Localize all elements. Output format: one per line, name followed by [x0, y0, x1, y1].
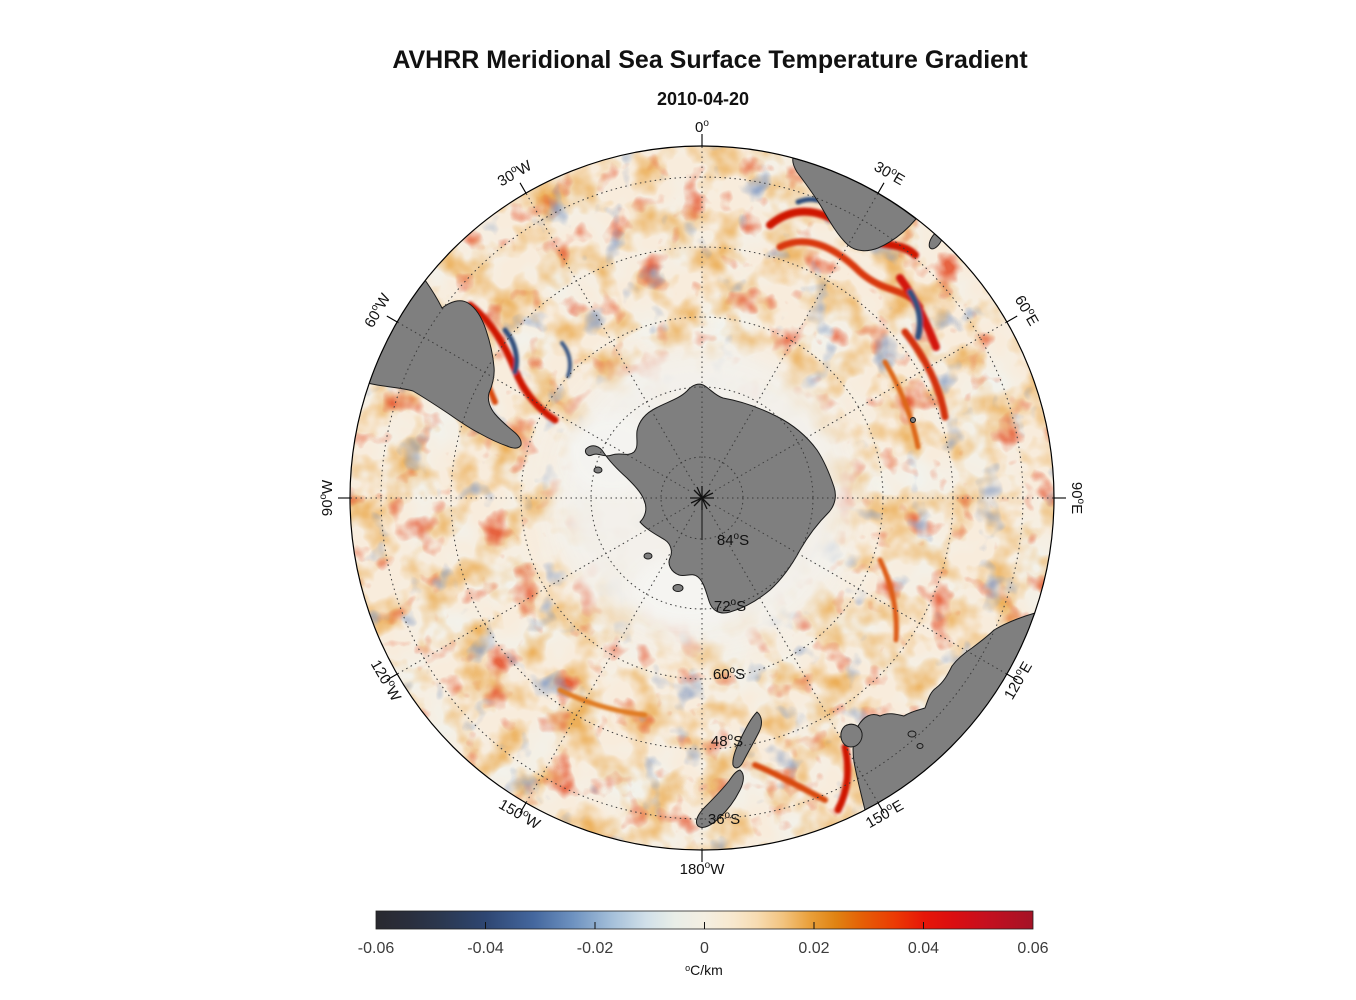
lon-label-30e: 30oE: [871, 157, 908, 189]
colorbar: -0.06 -0.04 -0.02 0 0.02 0.04 0.06 oC/km: [358, 910, 1049, 978]
lat-label-72s: 72oS: [714, 597, 746, 615]
lon-label-90w: 90oW: [318, 479, 336, 516]
lat-label-84s: 84oS: [717, 531, 749, 549]
cb-tick: 0.02: [798, 940, 829, 957]
cb-tick: 0: [700, 940, 709, 957]
lon-label-60w: 60oW: [360, 290, 394, 331]
bass-strait-island: [907, 730, 917, 738]
nz-north-island: [732, 711, 762, 769]
meridian-ticks: [338, 134, 1066, 862]
colorbar-unit-label: oC/km: [685, 962, 723, 978]
polar-map: [350, 146, 1054, 850]
lat-label-36s: 36oS: [708, 810, 740, 828]
bass-strait-island: [916, 743, 924, 749]
lon-label-180w: 180oW: [680, 860, 726, 878]
kerguelen-island: [910, 417, 916, 423]
cb-tick: -0.02: [577, 940, 614, 957]
lon-label-90e: 90oE: [1068, 482, 1086, 514]
figure-subtitle-date: 2010-04-20: [657, 89, 749, 109]
land-group: [367, 157, 1036, 828]
figure-title: AVHRR Meridional Sea Surface Temperature…: [392, 46, 1028, 74]
colorbar-tick-labels: -0.06 -0.04 -0.02 0 0.02 0.04 0.06: [358, 940, 1049, 957]
cb-tick: -0.04: [467, 940, 504, 957]
colorbar-tick-marks: [485, 922, 924, 929]
south-pole-marker: [690, 486, 714, 540]
lon-label-0: 0o: [695, 118, 709, 136]
lon-label-30w: 30oW: [494, 156, 535, 190]
nz-south-island: [695, 769, 744, 828]
latitude-labels: 84oS 72oS 60oS 48oS 36oS: [708, 531, 749, 828]
cb-tick: 0.06: [1017, 940, 1048, 957]
graticule: [350, 146, 1054, 850]
coastal-island: [672, 584, 684, 592]
lat-label-48s: 48oS: [711, 732, 743, 750]
tasmania-island: [840, 723, 863, 748]
lat-label-60s: 60oS: [713, 665, 745, 683]
south-america-landmass: [367, 279, 522, 449]
peninsula-island: [593, 466, 603, 474]
coastal-island: [643, 552, 653, 560]
longitude-labels: 0o 30oE 60oE 90oE 120oE 150oE 180oW 150o…: [318, 118, 1086, 878]
cb-tick: -0.06: [358, 940, 395, 957]
lon-label-60e: 60oE: [1011, 292, 1043, 329]
cb-tick: 0.04: [908, 940, 939, 957]
